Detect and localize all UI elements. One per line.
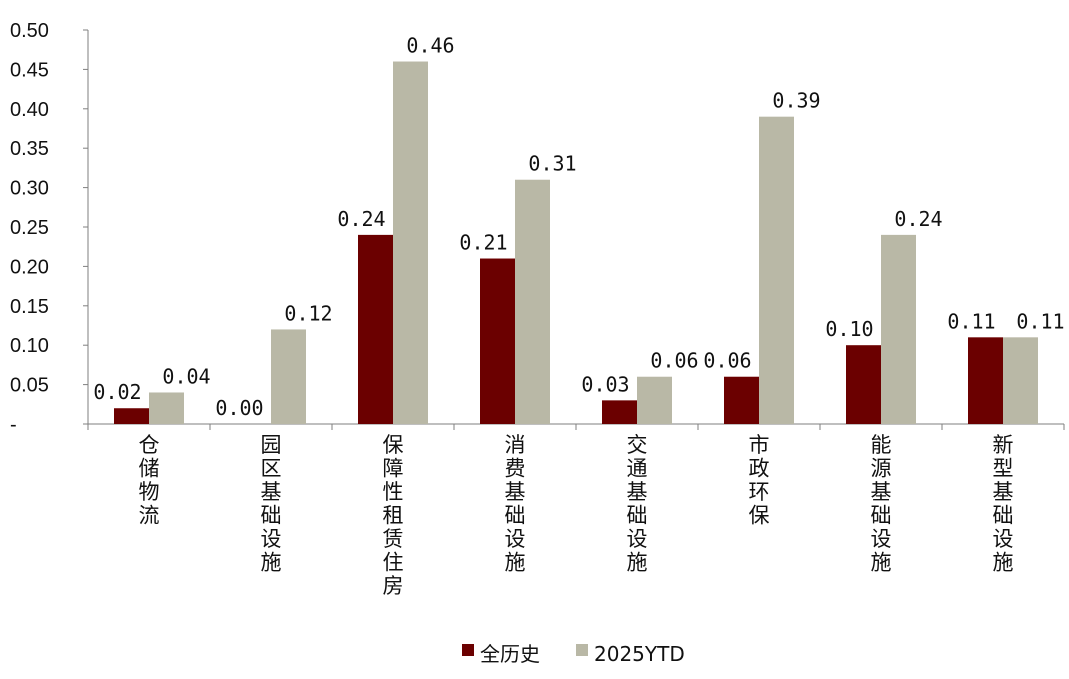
bar-2025ytd — [271, 329, 306, 424]
data-label: 0.00 — [215, 396, 263, 420]
bar-2025ytd — [149, 392, 184, 424]
category-label: 市政环保 — [749, 433, 770, 528]
bar-all-history — [358, 234, 393, 424]
bar-all-history — [602, 400, 637, 424]
data-label: 0.21 — [459, 231, 507, 255]
bar-all-history — [724, 376, 759, 424]
data-label: 0.11 — [947, 309, 995, 333]
legend: 全历史 2025YTD — [462, 642, 685, 666]
y-tick-label: - — [10, 414, 17, 436]
bar-2025ytd — [393, 61, 428, 425]
bar-all-history — [480, 258, 515, 424]
legend-label-all-history: 全历史 — [480, 642, 540, 666]
bar-2025ytd — [515, 179, 550, 424]
data-label: 0.02 — [93, 380, 141, 404]
y-tick-label: 0.50 — [10, 20, 49, 42]
data-label: 0.11 — [1016, 309, 1064, 333]
bar-2025ytd — [759, 116, 794, 425]
y-tick-label: 0.30 — [10, 178, 49, 200]
data-label: 0.06 — [650, 349, 698, 373]
category-label: 消费基础设施 — [505, 433, 526, 575]
data-label: 0.46 — [406, 34, 454, 58]
legend-swatch-all-history — [462, 644, 474, 656]
category-label: 交通基础设施 — [627, 433, 648, 575]
y-axis: - 0.05 0.10 0.15 0.20 0.25 0.30 0.35 0.40 0.45 0.5… — [10, 20, 89, 436]
y-tick-label: 0.25 — [10, 217, 49, 239]
data-label: 0.24 — [337, 207, 385, 231]
data-labels: 0.02 0.040.00 0.12 0.24 0.46 0.21 0.31 0.03 0.06… — [93, 34, 1064, 420]
data-label: 0.10 — [825, 317, 873, 341]
bar-all-history — [114, 408, 149, 424]
y-tick-label: 0.40 — [10, 99, 49, 121]
data-label: 0.06 — [703, 349, 751, 373]
data-label: 0.39 — [772, 89, 820, 113]
bar-all-history — [846, 345, 881, 424]
category-label: 能源基础设施 — [871, 433, 892, 575]
data-label: 0.04 — [162, 364, 210, 388]
x-axis — [87, 423, 1065, 430]
y-tick-label: 0.20 — [10, 256, 49, 278]
category-labels: 仓储物流 园区基础设施 保障性租赁住房 消费基础设施 交通基础设施 市政环保 能源基础设施 新… — [139, 433, 1014, 598]
y-tick-label: 0.45 — [10, 59, 49, 81]
y-tick-label: 0.05 — [10, 375, 49, 397]
y-tick-label: 0.15 — [10, 296, 49, 318]
bar-2025ytd — [1003, 337, 1038, 424]
y-tick-label: 0.10 — [10, 335, 49, 357]
data-label: 0.24 — [894, 207, 942, 231]
legend-label-2025ytd: 2025YTD — [594, 642, 685, 666]
category-label: 保障性租赁住房 — [383, 433, 404, 598]
y-tick-label: 0.35 — [10, 138, 49, 160]
bar-2025ytd — [637, 376, 672, 424]
data-label: 0.31 — [528, 152, 576, 176]
category-label: 园区基础设施 — [261, 433, 282, 575]
category-label: 新型基础设施 — [993, 433, 1014, 575]
data-label: 0.12 — [284, 301, 332, 325]
bars — [114, 61, 1038, 425]
legend-swatch-2025ytd — [576, 644, 588, 656]
bar-2025ytd — [881, 234, 916, 424]
bar-all-history — [968, 337, 1003, 424]
category-label: 仓储物流 — [139, 433, 160, 528]
data-label: 0.03 — [581, 372, 629, 396]
